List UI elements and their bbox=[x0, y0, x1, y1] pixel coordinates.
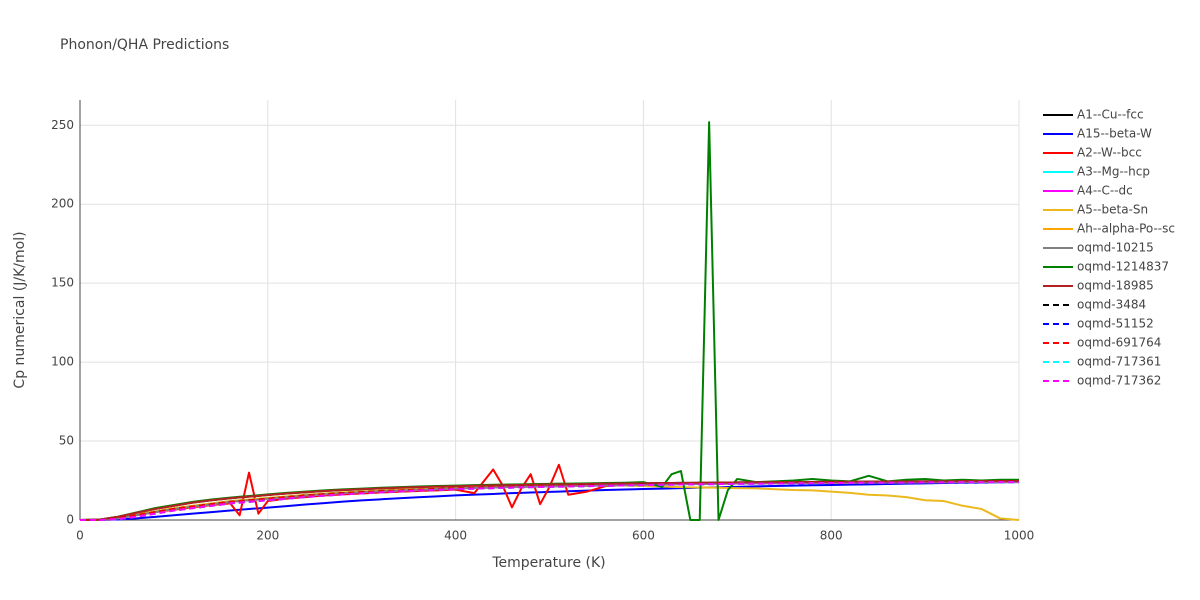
legend-label: A2--W--bcc bbox=[1077, 146, 1142, 160]
x-tick-label: 200 bbox=[256, 529, 279, 543]
x-tick-label: 600 bbox=[632, 529, 655, 543]
x-tick-label: 1000 bbox=[1004, 529, 1035, 543]
legend-label: A15--beta-W bbox=[1077, 127, 1152, 141]
series-line bbox=[80, 481, 1019, 521]
legend-label: oqmd-18985 bbox=[1077, 279, 1154, 293]
legend-label: oqmd-10215 bbox=[1077, 241, 1154, 255]
x-tick-label: 800 bbox=[820, 529, 843, 543]
x-axis-title: Temperature (K) bbox=[491, 555, 605, 571]
series-line bbox=[79, 121, 1019, 521]
y-tick-label: 150 bbox=[51, 276, 74, 290]
legend-label: A1--Cu--fcc bbox=[1077, 108, 1144, 122]
legend-label: A4--C--dc bbox=[1077, 184, 1133, 198]
legend-label: oqmd-717362 bbox=[1077, 374, 1161, 388]
legend-label: A5--beta-Sn bbox=[1077, 203, 1148, 217]
legend-label: oqmd-1214837 bbox=[1077, 260, 1169, 274]
y-axis-title: Cp numerical (J/K/mol) bbox=[12, 231, 28, 388]
chart-title: Phonon/QHA Predictions bbox=[60, 37, 229, 53]
x-tick-label: 400 bbox=[444, 529, 467, 543]
grid: 0 50 100 150 200 250 0 200 400 600 800 1000 bbox=[51, 100, 1034, 543]
y-tick-label: 50 bbox=[59, 434, 74, 448]
series-line bbox=[80, 481, 1020, 521]
y-tick-label: 100 bbox=[51, 355, 74, 369]
y-tick-label: 250 bbox=[51, 118, 74, 132]
legend-label: oqmd-51152 bbox=[1077, 317, 1154, 331]
legend: A1--Cu--fcc A15--beta-W A2--W--bcc A3--Mg--… bbox=[1043, 108, 1175, 388]
legend-label: oqmd-3484 bbox=[1077, 298, 1146, 312]
x-tick-label: 0 bbox=[76, 529, 84, 543]
legend-label: oqmd-717361 bbox=[1077, 355, 1161, 369]
legend-label: oqmd-691764 bbox=[1077, 336, 1161, 350]
legend-label: Ah--alpha-Po--sc bbox=[1077, 222, 1175, 236]
legend-label: A3--Mg--hcp bbox=[1077, 165, 1150, 179]
plot-lines bbox=[79, 121, 1020, 521]
y-tick-label: 0 bbox=[66, 513, 74, 527]
y-tick-label: 200 bbox=[51, 197, 74, 211]
